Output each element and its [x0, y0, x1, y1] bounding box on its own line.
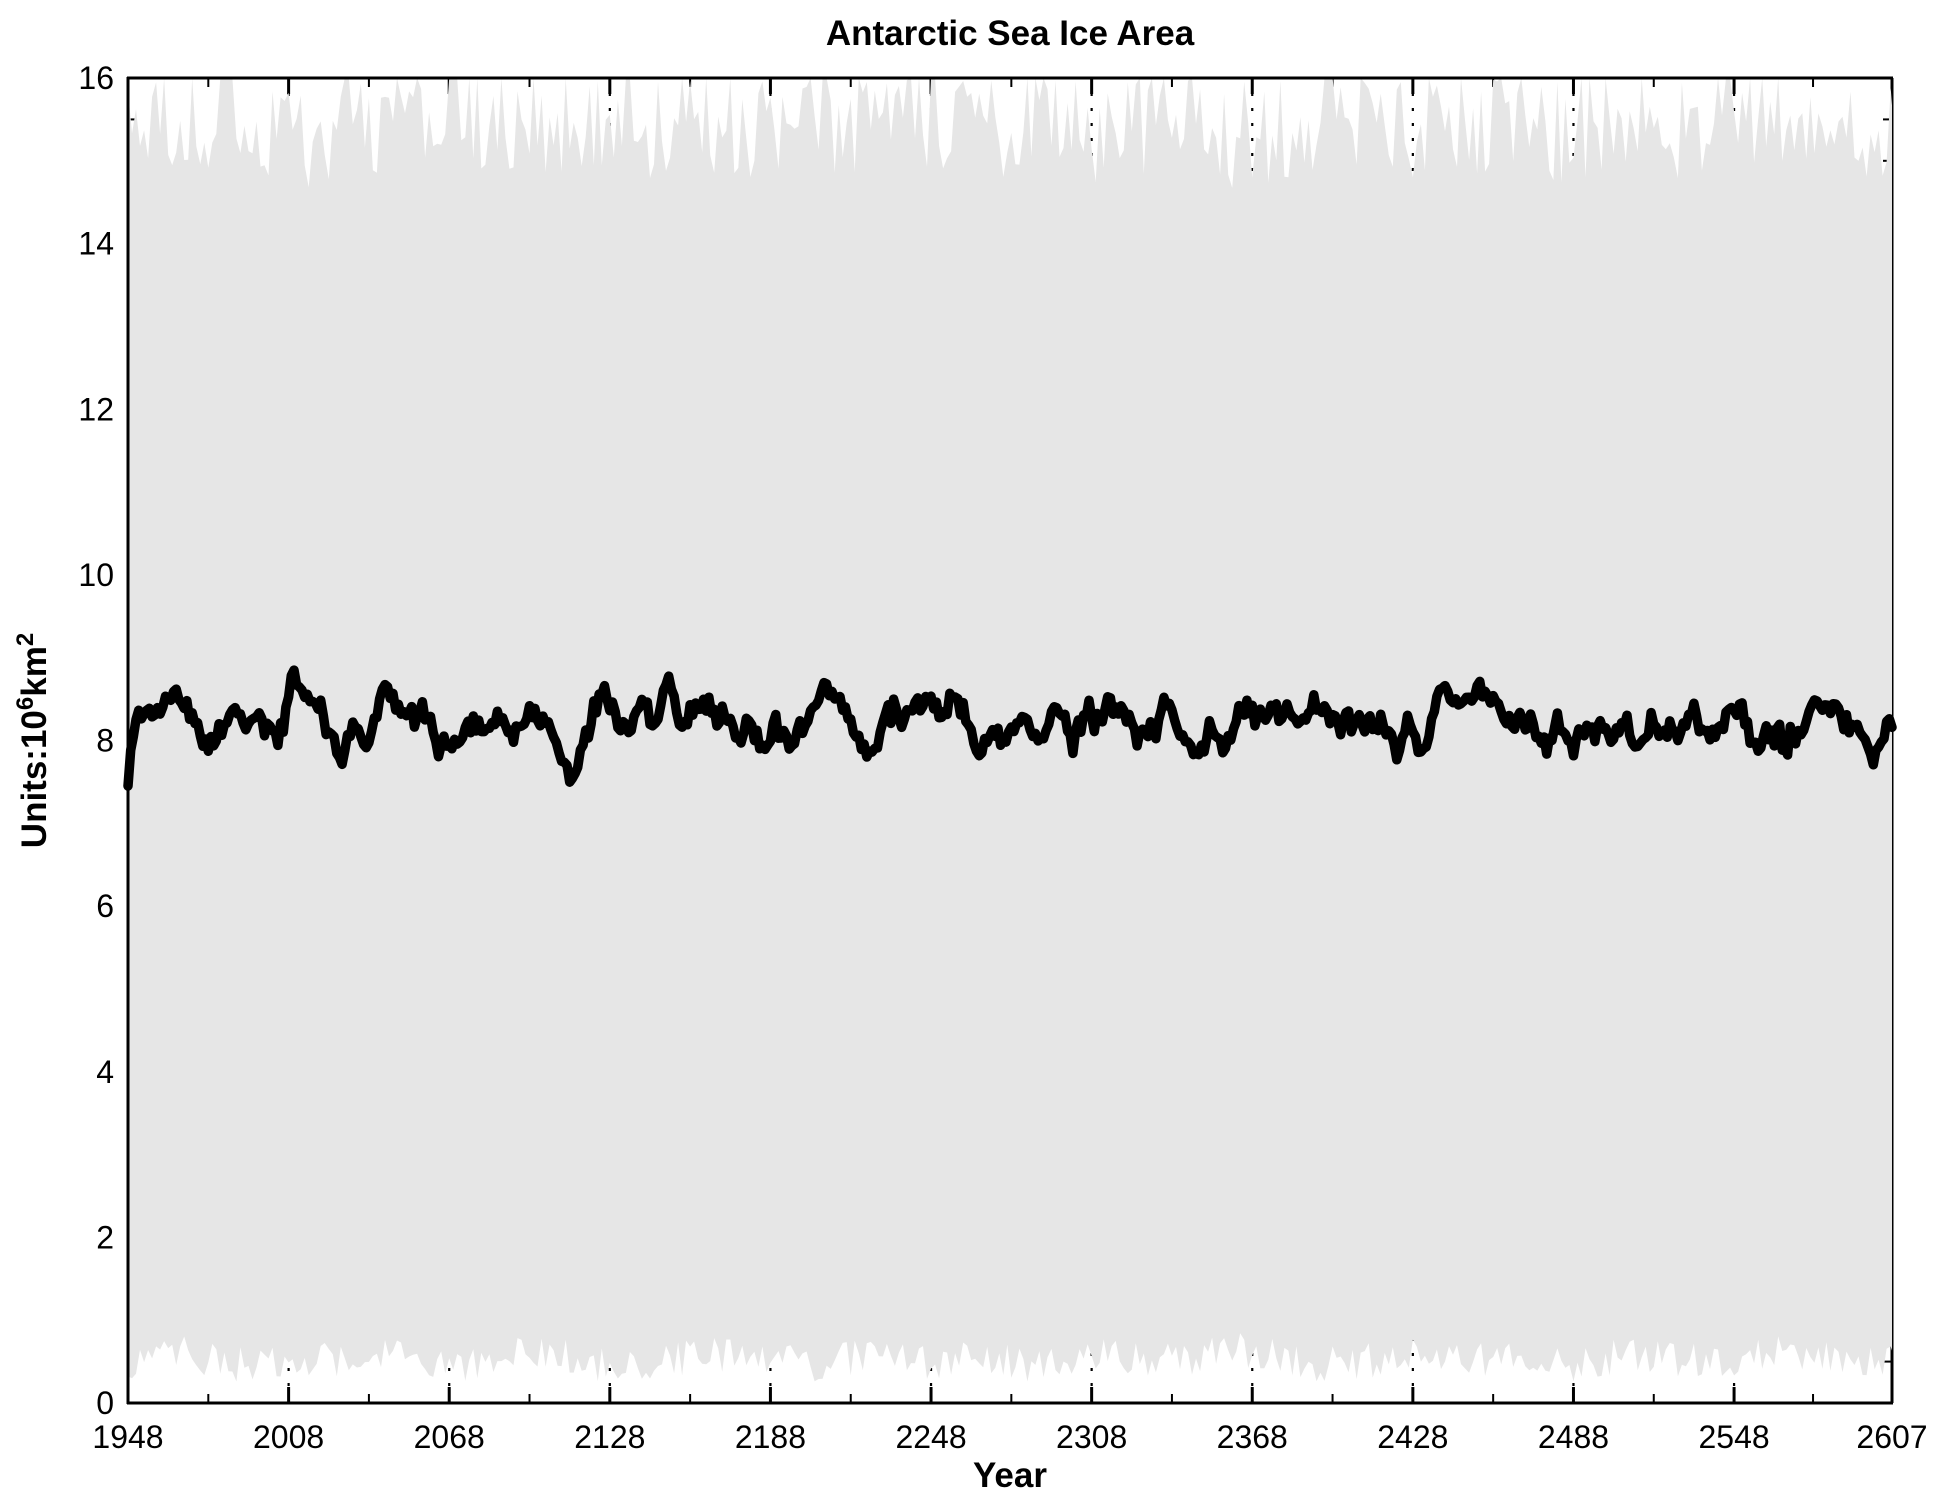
x-tick-label: 2068 — [414, 1419, 485, 1455]
y-tick-label: 8 — [96, 723, 114, 759]
x-tick-label: 2607 — [1856, 1419, 1927, 1455]
x-tick-label: 1948 — [92, 1419, 163, 1455]
x-axis-label: Year — [973, 1456, 1047, 1495]
x-tick-label: 2008 — [253, 1419, 324, 1455]
y-tick-label: 6 — [96, 888, 114, 924]
x-tick-label: 2308 — [1056, 1419, 1127, 1455]
x-tick-label: 2548 — [1698, 1419, 1769, 1455]
x-tick-label: 2188 — [735, 1419, 806, 1455]
x-tick-label: 2248 — [895, 1419, 966, 1455]
x-tick-label: 2488 — [1538, 1419, 1609, 1455]
y-tick-label: 16 — [78, 60, 114, 96]
y-tick-label: 2 — [96, 1219, 114, 1255]
y-tick-label: 14 — [78, 226, 114, 262]
y-tick-label: 10 — [78, 557, 114, 593]
y-axis-label-text: Units:10 — [15, 710, 54, 848]
y-tick-label: 0 — [96, 1385, 114, 1421]
annual-mean-line — [123, 665, 1897, 791]
x-tick-label: 2428 — [1377, 1419, 1448, 1455]
y-axis-label-superscript: 2 — [12, 633, 39, 646]
x-tick-label: 2128 — [574, 1419, 645, 1455]
y-tick-label: 12 — [78, 391, 114, 427]
y-axis-label-text: km — [15, 646, 54, 697]
y-axis-label-superscript: 6 — [12, 697, 39, 710]
chart-title: Antarctic Sea Ice Area — [825, 14, 1195, 53]
y-tick-label: 4 — [96, 1054, 114, 1090]
y-axis-label: Units:106km2 — [12, 633, 54, 848]
x-tick-label: 2368 — [1217, 1419, 1288, 1455]
